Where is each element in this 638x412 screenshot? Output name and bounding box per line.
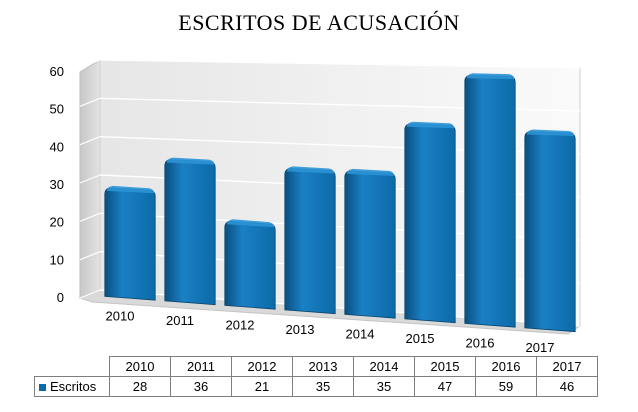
bar-2014 xyxy=(344,168,396,319)
gridline-side xyxy=(79,212,101,222)
bar-2013 xyxy=(284,166,336,315)
table-cell: 59 xyxy=(475,376,537,397)
table-cell: 28 xyxy=(109,376,171,397)
table-header-cell: 2010 xyxy=(109,356,171,377)
gridline-side xyxy=(79,174,101,184)
bar-2017 xyxy=(524,129,576,333)
table-header-cell: 2013 xyxy=(292,356,354,377)
table-header-cell: 2012 xyxy=(231,356,293,377)
bar-cap xyxy=(406,121,455,129)
gridline-side xyxy=(79,289,101,299)
x-tick-label: 2013 xyxy=(286,322,315,337)
data-table: 2010 2011 2012 2013 2014 2015 2016 2017 Escrito… xyxy=(34,356,598,397)
table-header-cell: 2015 xyxy=(414,356,476,377)
table-cell: 21 xyxy=(231,376,293,397)
gridline-side xyxy=(79,136,101,146)
bar-2010 xyxy=(104,185,156,301)
y-tick-label: 60 xyxy=(50,64,64,79)
bar-body xyxy=(464,74,516,328)
chart-title: ESCRITOS DE ACUSACIÓN xyxy=(178,10,460,35)
table-corner xyxy=(34,356,110,377)
table-header-cell: 2014 xyxy=(353,356,415,377)
table-header-cell: 2017 xyxy=(536,356,598,377)
y-tick-label: 40 xyxy=(50,139,64,154)
table-header-cell: 2011 xyxy=(170,356,232,377)
bar-body xyxy=(524,131,576,333)
table-header-cell: 2016 xyxy=(475,356,537,377)
table-cell: 47 xyxy=(414,376,476,397)
gridline xyxy=(99,59,581,69)
bar-2015 xyxy=(404,121,456,324)
table-cell: 35 xyxy=(353,376,415,397)
bar-2016 xyxy=(464,73,516,328)
bar-cap xyxy=(526,129,575,137)
bar-body xyxy=(404,123,456,324)
x-tick-label: 2014 xyxy=(346,326,375,341)
bar-2012 xyxy=(224,219,276,310)
legend-key-icon xyxy=(39,384,46,392)
legend-label: Escritos xyxy=(50,379,97,394)
x-tick-label: 2011 xyxy=(166,313,194,328)
table-row: Escritos 28 36 21 35 35 47 59 46 xyxy=(34,376,598,397)
bar-cap xyxy=(286,166,335,174)
table-cell: 35 xyxy=(292,376,354,397)
legend-series-cell: Escritos xyxy=(34,376,110,397)
table-cell: 36 xyxy=(170,376,232,397)
bar-body xyxy=(284,168,336,315)
bar-body xyxy=(224,220,276,310)
y-tick-label: 0 xyxy=(57,290,64,305)
y-tick-label: 30 xyxy=(50,177,64,192)
bar-cap xyxy=(226,219,275,228)
gridline-side xyxy=(79,97,101,107)
y-tick-label: 20 xyxy=(50,215,64,230)
x-tick-label: 2012 xyxy=(226,317,255,332)
gridline-side xyxy=(79,251,101,261)
bar-2011 xyxy=(164,157,216,306)
y-tick-label: 10 xyxy=(50,252,64,267)
bar-cap xyxy=(466,73,515,80)
gridline-side xyxy=(79,59,101,69)
x-tick-label: 2010 xyxy=(106,308,135,323)
bar-cap xyxy=(346,168,395,176)
y-tick-label: 50 xyxy=(50,102,64,117)
bar-body xyxy=(164,159,216,306)
table-cell: 46 xyxy=(536,376,598,397)
bar-cap xyxy=(166,157,215,165)
x-tick-label: 2016 xyxy=(466,335,495,350)
table-header-row: 2010 2011 2012 2013 2014 2015 2016 2017 xyxy=(34,356,598,377)
bar-body xyxy=(104,187,156,301)
bar-body xyxy=(344,170,396,319)
x-tick-label: 2017 xyxy=(526,340,555,355)
x-tick-label: 2015 xyxy=(406,331,435,346)
bar-cap xyxy=(106,185,155,194)
